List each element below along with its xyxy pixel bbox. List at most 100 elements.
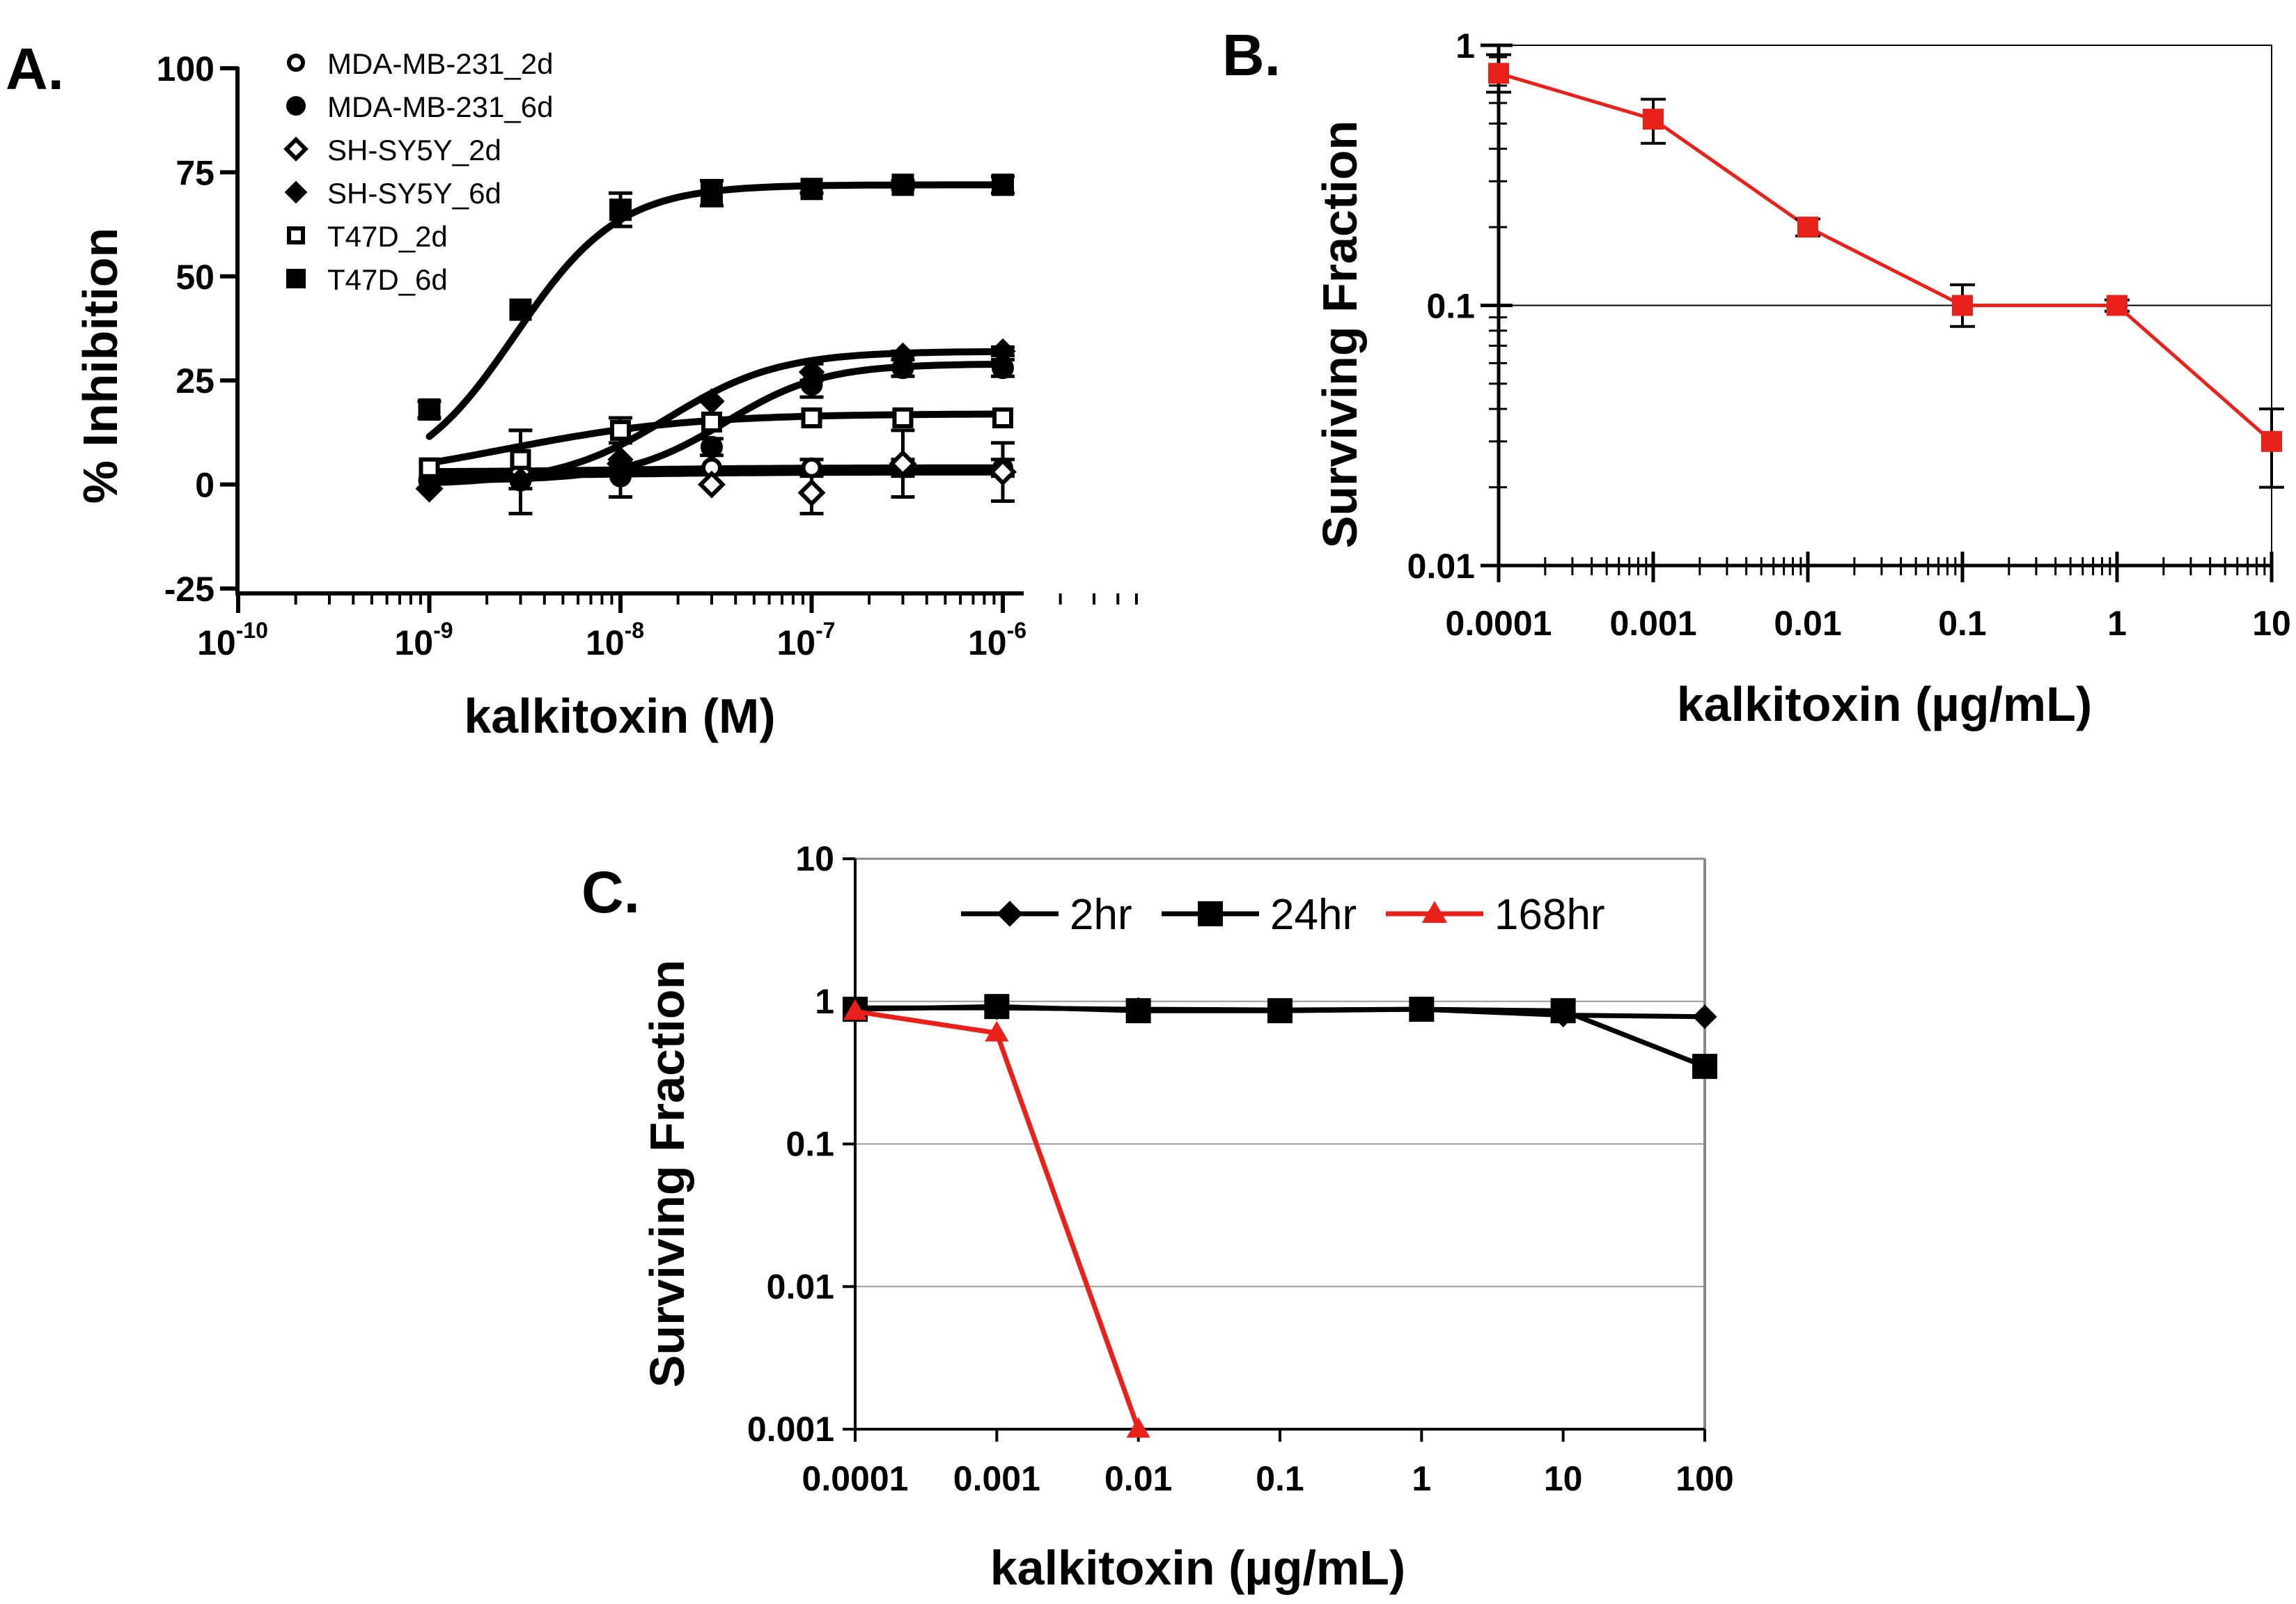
panel-a-point-SH-SY5Y_6d [889, 342, 916, 369]
panel-a-y-axis-title: % Inhibition [73, 228, 127, 504]
panel-c-point-24hr [984, 994, 1010, 1020]
panel-b-x-tick-label: 10 [2252, 604, 2291, 643]
panel-a-x-tick-label: 10-8 [586, 618, 644, 662]
panel-a-legend-label: MDA-MB-231_6d [327, 91, 553, 123]
panel-a-point-T47D_6d [418, 398, 441, 421]
panel-a-legend-marker [287, 226, 305, 244]
panel-b: B. Surviving Fraction kalkitoxin (µg/mL)… [1222, 22, 2291, 731]
panel-c-legend-label: 24hr [1270, 891, 1357, 939]
panel-b-point [1797, 217, 1818, 238]
panel-a-point-SH-SY5Y_6d [990, 338, 1016, 365]
panel-a-point-MDA-MB-231_6d [700, 435, 723, 458]
panel-c: C. Surviving Fraction kalkitoxin (µg/mL)… [581, 839, 1734, 1595]
panel-a-y-tick-label: 100 [157, 49, 214, 88]
panel-a-point-T47D_2d [892, 407, 914, 428]
panel-a-label: A. [6, 36, 64, 102]
panel-b-point [2107, 295, 2127, 316]
panel-c-x-tick-label: 1 [1412, 1459, 1431, 1498]
panel-a-point-SH-SY5Y_2d [697, 470, 726, 499]
panel-c-x-tick-label: 0.0001 [802, 1459, 909, 1498]
panel-a-legend-marker [287, 54, 305, 72]
panel-a-point-SH-SY5Y_6d [507, 467, 534, 494]
panel-c-x-axis-title: kalkitoxin (µg/mL) [990, 1541, 1406, 1595]
panel-c-x-tick-label: 0.001 [953, 1459, 1040, 1498]
panel-c-x-tick-label: 10 [1544, 1459, 1583, 1498]
panel-a-legend-marker [286, 96, 306, 116]
panel-c-point-168hr [1126, 1417, 1150, 1438]
panel-a-point-T47D_2d [610, 419, 631, 441]
panel-a-point-T47D_6d [800, 178, 823, 201]
panel-c-y-tick-label: 0.01 [767, 1267, 834, 1306]
panel-a-axes: -25 0 25 50 75 100 10-10 10-9 10-8 10-7 10-6 [157, 49, 1138, 662]
panel-a-point-T47D_6d [992, 173, 1014, 196]
panel-a-point-SH-SY5Y_6d [798, 359, 825, 385]
panel-c-legend-marker [997, 901, 1023, 927]
panel-b-x-tick-label: 0.1 [1938, 604, 1987, 643]
panel-c-point-24hr [1692, 1054, 1717, 1080]
panel-c-y-tick-label: 10 [795, 839, 834, 878]
panel-a-y-tick-label: 25 [175, 361, 214, 400]
panel-b-y-tick-label: 0.01 [1407, 547, 1475, 586]
panel-a-point-SH-SY5Y_6d [416, 475, 443, 502]
panel-b-y-tick-label: 1 [1455, 26, 1475, 65]
panel-a-legend-label: MDA-MB-231_2d [327, 47, 553, 80]
panel-c-point-24hr [1267, 998, 1293, 1024]
panel-a-point-T47D_2d [419, 457, 440, 478]
panel-c-y-tick-label: 1 [815, 982, 834, 1021]
panel-a-point-SH-SY5Y_2d [797, 478, 826, 507]
panel-b-y-axis-title: Surviving Fraction [1313, 120, 1367, 549]
panel-a-legend-marker [283, 137, 309, 162]
panel-c-legend: 2hr 24hr 168hr [961, 891, 1605, 939]
panel-a-point-T47D_2d [801, 407, 822, 428]
panel-a-point-T47D_2d [701, 411, 722, 433]
panel-c-point-24hr [1550, 998, 1576, 1024]
panel-a-legend: MDA-MB-231_2d MDA-MB-231_6d SH-SY5Y_2d SH-S… [283, 47, 553, 296]
panel-a-point-SH-SY5Y_2d [889, 449, 917, 478]
panel-b-x-tick-label: 0.001 [1609, 604, 1696, 643]
panel-c-legend-label: 2hr [1070, 891, 1132, 939]
panel-a-point-T47D_2d [992, 407, 1013, 428]
panel-c-series [843, 994, 1717, 1438]
panel-c-x-tick-label: 0.1 [1256, 1459, 1304, 1498]
panel-b-point [2261, 430, 2282, 452]
panel-a-point-SH-SY5Y_6d [607, 446, 634, 473]
panel-c-y-tick-label: 0.1 [786, 1125, 834, 1164]
panel-a-y-tick-label: -25 [164, 570, 214, 609]
panel-a-point-T47D_6d [700, 182, 723, 205]
panel-b-series-line [1498, 71, 2273, 443]
panel-c-point-168hr [985, 1020, 1009, 1042]
panel-c-x-tick-label: 0.01 [1104, 1459, 1172, 1498]
panel-b-point [1952, 295, 1973, 316]
panel-c-point-168hr [843, 999, 868, 1020]
panel-a-point-T47D_6d [609, 198, 632, 221]
panel-b-point [1488, 63, 1509, 84]
panel-c-y-tick-label: 0.001 [747, 1410, 834, 1449]
panel-c-point-24hr [1409, 997, 1435, 1022]
panel-c-x-tick-label: 100 [1676, 1459, 1733, 1498]
panel-a-x-tick-label: 10-9 [394, 618, 453, 662]
panel-c-axes: 0.001 0.01 0.1 1 10 0.0001 0.001 0.01 0.1 1 10 100 [747, 839, 1734, 1498]
panel-b-axes: 0.01 0.1 1 0.0001 0.001 0.01 0.1 1 10 [1407, 26, 2291, 643]
panel-c-legend-marker [1198, 901, 1223, 926]
panel-c-point-24hr [1125, 998, 1151, 1024]
panel-a-x-axis-title: kalkitoxin (M) [464, 689, 775, 743]
panel-a-point-SH-SY5Y_2d [989, 458, 1017, 486]
panel-b-series [1486, 53, 2284, 489]
panel-c-legend-marker [1421, 901, 1448, 923]
panel-b-y-tick-label: 0.1 [1426, 287, 1475, 326]
panel-a-data-points [415, 173, 1017, 507]
panel-b-label: B. [1222, 22, 1281, 88]
panel-c-point-2hr [1692, 1004, 1717, 1029]
panel-a: A. % Inhibition kalkitoxin (M) -25 0 25 50 7… [6, 36, 1138, 743]
panel-b-x-tick-label: 1 [2107, 604, 2127, 643]
panel-b-x-tick-label: 0.0001 [1446, 604, 1552, 643]
panel-a-point-T47D_6d [891, 173, 914, 196]
panel-a-x-tick-label: 10-10 [197, 618, 268, 662]
panel-a-legend-label: T47D_2d [327, 220, 448, 253]
panel-a-y-tick-label: 75 [175, 153, 214, 192]
panel-b-x-tick-label: 0.01 [1774, 604, 1841, 643]
panel-a-point-T47D_2d [510, 449, 531, 470]
panel-a-y-tick-label: 50 [175, 258, 214, 297]
